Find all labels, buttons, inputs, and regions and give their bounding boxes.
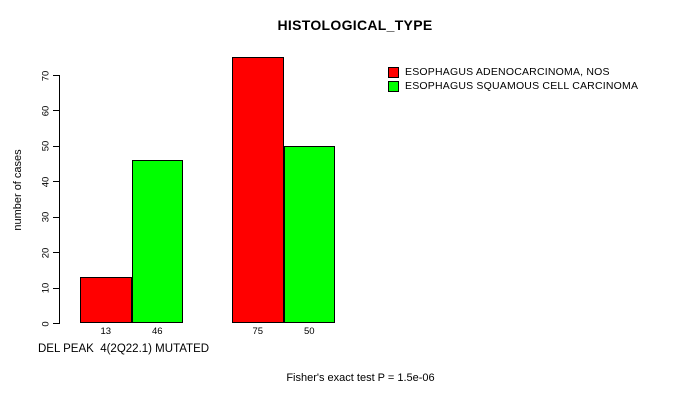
y-axis-tick <box>53 287 59 289</box>
y-axis-tick <box>53 110 59 112</box>
bar-value-label: 13 <box>100 326 112 337</box>
y-axis-tick <box>53 216 59 218</box>
legend: ESOPHAGUS ADENOCARCINOMA, NOS ESOPHAGUS S… <box>388 65 638 93</box>
legend-item: ESOPHAGUS ADENOCARCINOMA, NOS <box>388 65 638 79</box>
legend-swatch-icon <box>388 80 399 92</box>
y-tick-label: 60 <box>40 105 52 117</box>
y-axis-tick <box>53 323 59 324</box>
y-tick-label: 70 <box>40 70 52 81</box>
y-axis-tick <box>53 145 59 147</box>
y-axis-tick <box>53 75 59 76</box>
y-tick-label: 0 <box>40 320 52 327</box>
legend-label: ESOPHAGUS SQUAMOUS CELL CARCINOMA <box>405 80 639 92</box>
y-axis-line <box>59 75 60 324</box>
legend-item: ESOPHAGUS SQUAMOUS CELL CARCINOMA <box>388 79 638 93</box>
y-tick-label: 10 <box>40 282 52 294</box>
bar <box>232 57 284 323</box>
legend-label: ESOPHAGUS ADENOCARCINOMA, NOS <box>405 66 610 78</box>
bar <box>283 145 335 323</box>
stat-annotation: Fisher's exact test P = 1.5e-06 <box>286 372 435 384</box>
y-tick-label: 30 <box>40 211 52 223</box>
y-tick-label: 20 <box>40 247 52 258</box>
bar-value-label: 50 <box>303 326 315 337</box>
legend-swatch-icon <box>388 66 399 78</box>
bar <box>131 160 183 323</box>
y-tick-label: 50 <box>40 141 52 152</box>
y-axis-tick <box>53 252 59 254</box>
bar <box>80 276 132 323</box>
x-axis-label: DEL PEAK 4(2Q22.1) MUTATED <box>38 343 210 355</box>
bar-value-label: 75 <box>252 326 264 337</box>
chart-title: HISTOLOGICAL_TYPE <box>277 17 433 33</box>
bar-value-label: 46 <box>151 326 163 337</box>
y-axis-tick <box>53 181 59 183</box>
y-tick-label: 40 <box>40 176 52 188</box>
